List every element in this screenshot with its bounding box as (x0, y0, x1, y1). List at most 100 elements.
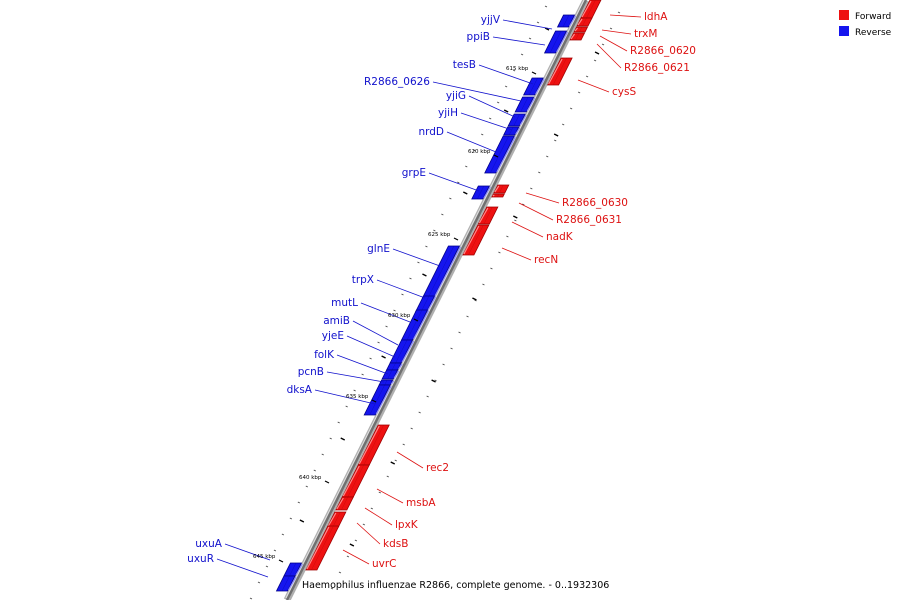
gene-label: nadK (546, 231, 574, 243)
gene-uxua[interactable] (283, 562, 303, 577)
gene-label-leader (342, 549, 370, 565)
gene-label: yjeE (322, 330, 344, 342)
gene-label-leader (392, 248, 441, 267)
gene-label: dksA (287, 384, 313, 396)
gene-kdsb[interactable] (326, 511, 347, 528)
gene-label-leader (599, 35, 628, 52)
gene-grpe[interactable] (471, 185, 491, 200)
gene-trxm[interactable] (576, 17, 593, 27)
scale-mark-tick (371, 399, 377, 403)
legend-forward-label: Forward (855, 12, 891, 22)
gene-features (275, 0, 602, 592)
gene-label-leader (492, 36, 546, 46)
legend-forward-swatch (839, 10, 849, 20)
gene-label: yjiG (446, 90, 466, 102)
gene-label-leader (511, 221, 544, 238)
gene-label: grpE (402, 167, 426, 179)
gene-label: uxuA (195, 538, 223, 550)
gene-label-leader (376, 279, 426, 299)
gene-recn[interactable] (462, 224, 490, 256)
gene-label-leader (360, 302, 411, 323)
legend-reverse-swatch (839, 26, 849, 36)
gene-label: uxuR (187, 553, 214, 565)
gene-label-leader (396, 451, 424, 469)
gene-label-leader (432, 81, 522, 102)
gene-label-leader (446, 131, 497, 153)
gene-label-leader (356, 522, 381, 545)
scale-mark-label: 640 kbp (299, 475, 322, 481)
gene-nrdd[interactable] (484, 135, 516, 174)
gene-label-leader (525, 192, 560, 204)
scale-mark-label: 625 kbp (428, 232, 451, 238)
gene-label: pcnB (298, 366, 324, 378)
gene-yjig[interactable] (507, 113, 527, 127)
gene-label: R2866_0631 (556, 214, 622, 226)
scale-mark-tick (531, 71, 537, 75)
gene-label: glnE (367, 243, 390, 255)
scale-mark-tick (453, 237, 459, 241)
gene-r2866-0621[interactable] (569, 32, 586, 41)
gene-label-leader (460, 112, 513, 131)
gene-label: ldhA (644, 11, 668, 23)
gene-label-leader (314, 389, 376, 405)
gene-label: uvrC (372, 558, 397, 570)
gene-mutl[interactable] (400, 309, 430, 341)
gene-uxur[interactable] (275, 575, 297, 592)
gene-dksa[interactable] (363, 384, 392, 416)
gene-label-leader (376, 488, 404, 504)
scale-mark-label: 620 kbp (468, 149, 491, 155)
scale-mark-label: 630 kbp (388, 313, 411, 319)
gene-label: yjjV (481, 14, 501, 26)
tick-marks (249, 5, 621, 600)
gene-pcnb[interactable] (378, 379, 395, 386)
gene-yjih[interactable] (503, 126, 521, 136)
gene-label-leader (346, 335, 396, 358)
gene-label-leader (326, 371, 385, 383)
gene-ppib[interactable] (543, 30, 569, 54)
scale-mark-label: 645 kbp (253, 554, 276, 560)
gene-yjjv[interactable] (556, 14, 577, 28)
gene-label-leader (518, 202, 554, 221)
gene-folk[interactable] (381, 369, 400, 380)
gene-label-leader (596, 43, 622, 69)
scale-mark-tick (324, 480, 330, 484)
gene-label-leader (601, 29, 632, 35)
gene-uvrc[interactable] (305, 525, 340, 571)
gene-label: R2866_0626 (364, 76, 430, 88)
gene-label: R2866_0621 (624, 62, 690, 74)
gene-label-leader (428, 172, 480, 192)
gene-label-leader (364, 507, 393, 526)
gene-label: cysS (612, 86, 636, 98)
gene-r2866-0630[interactable] (493, 184, 510, 194)
gene-label-leader (609, 14, 642, 18)
gene-r2866-0620[interactable] (573, 26, 589, 33)
gene-lpxk[interactable] (335, 496, 354, 511)
gene-label: folK (314, 349, 335, 361)
scale-mark-tick (493, 154, 499, 158)
gene-label: msbA (406, 497, 436, 509)
gene-tesb[interactable] (522, 77, 545, 96)
gene-label-leader (224, 543, 271, 561)
gene-label: yjiH (438, 107, 458, 119)
gene-label: tesB (453, 59, 476, 71)
gene-label: R2866_0630 (562, 197, 628, 209)
gene-label: nrdD (418, 126, 444, 138)
gene-label: amiB (323, 315, 350, 327)
gene-label-leader (577, 79, 610, 93)
gene-label: trxM (634, 28, 657, 40)
scale-mark-tick (278, 559, 284, 563)
gene-label: ppiB (467, 31, 490, 43)
gene-cyss[interactable] (546, 57, 573, 86)
gene-r2866-0631[interactable] (491, 193, 505, 198)
gene-label: lpxK (395, 519, 419, 531)
gene-label-leader (478, 64, 534, 85)
gene-label-leader (216, 558, 269, 578)
gene-r2866-0626[interactable] (514, 96, 536, 113)
gene-label: rec2 (426, 462, 449, 474)
gene-label: trpX (352, 274, 374, 286)
scale-labels: 615 kbp 620 kbp 625 kbp 630 kbp 635 kbp 640 k… (253, 66, 537, 563)
gene-trpx[interactable] (414, 295, 437, 313)
gene-label: recN (534, 254, 558, 266)
gene-nadk[interactable] (477, 206, 499, 225)
